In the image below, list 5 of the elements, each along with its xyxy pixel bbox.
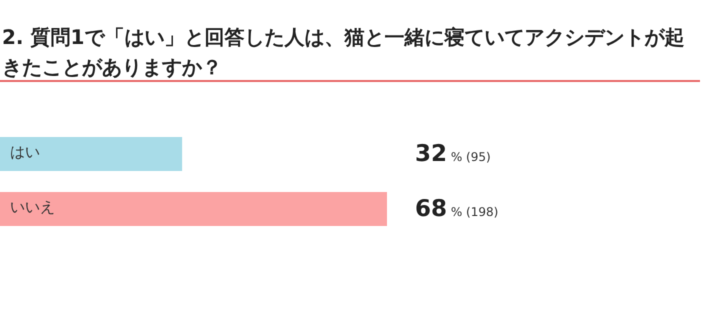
y-tick-label: はい <box>10 143 40 161</box>
title: 2. 質問1で「はい」と回答した人は、猫と一緒に寝ていてアクシデントが起きたことがありますか？ <box>2 25 684 79</box>
y-tick-label: いいえ <box>10 198 55 216</box>
data-label: 32% (95) <box>415 141 491 167</box>
data-label: 68% (198) <box>415 196 498 222</box>
